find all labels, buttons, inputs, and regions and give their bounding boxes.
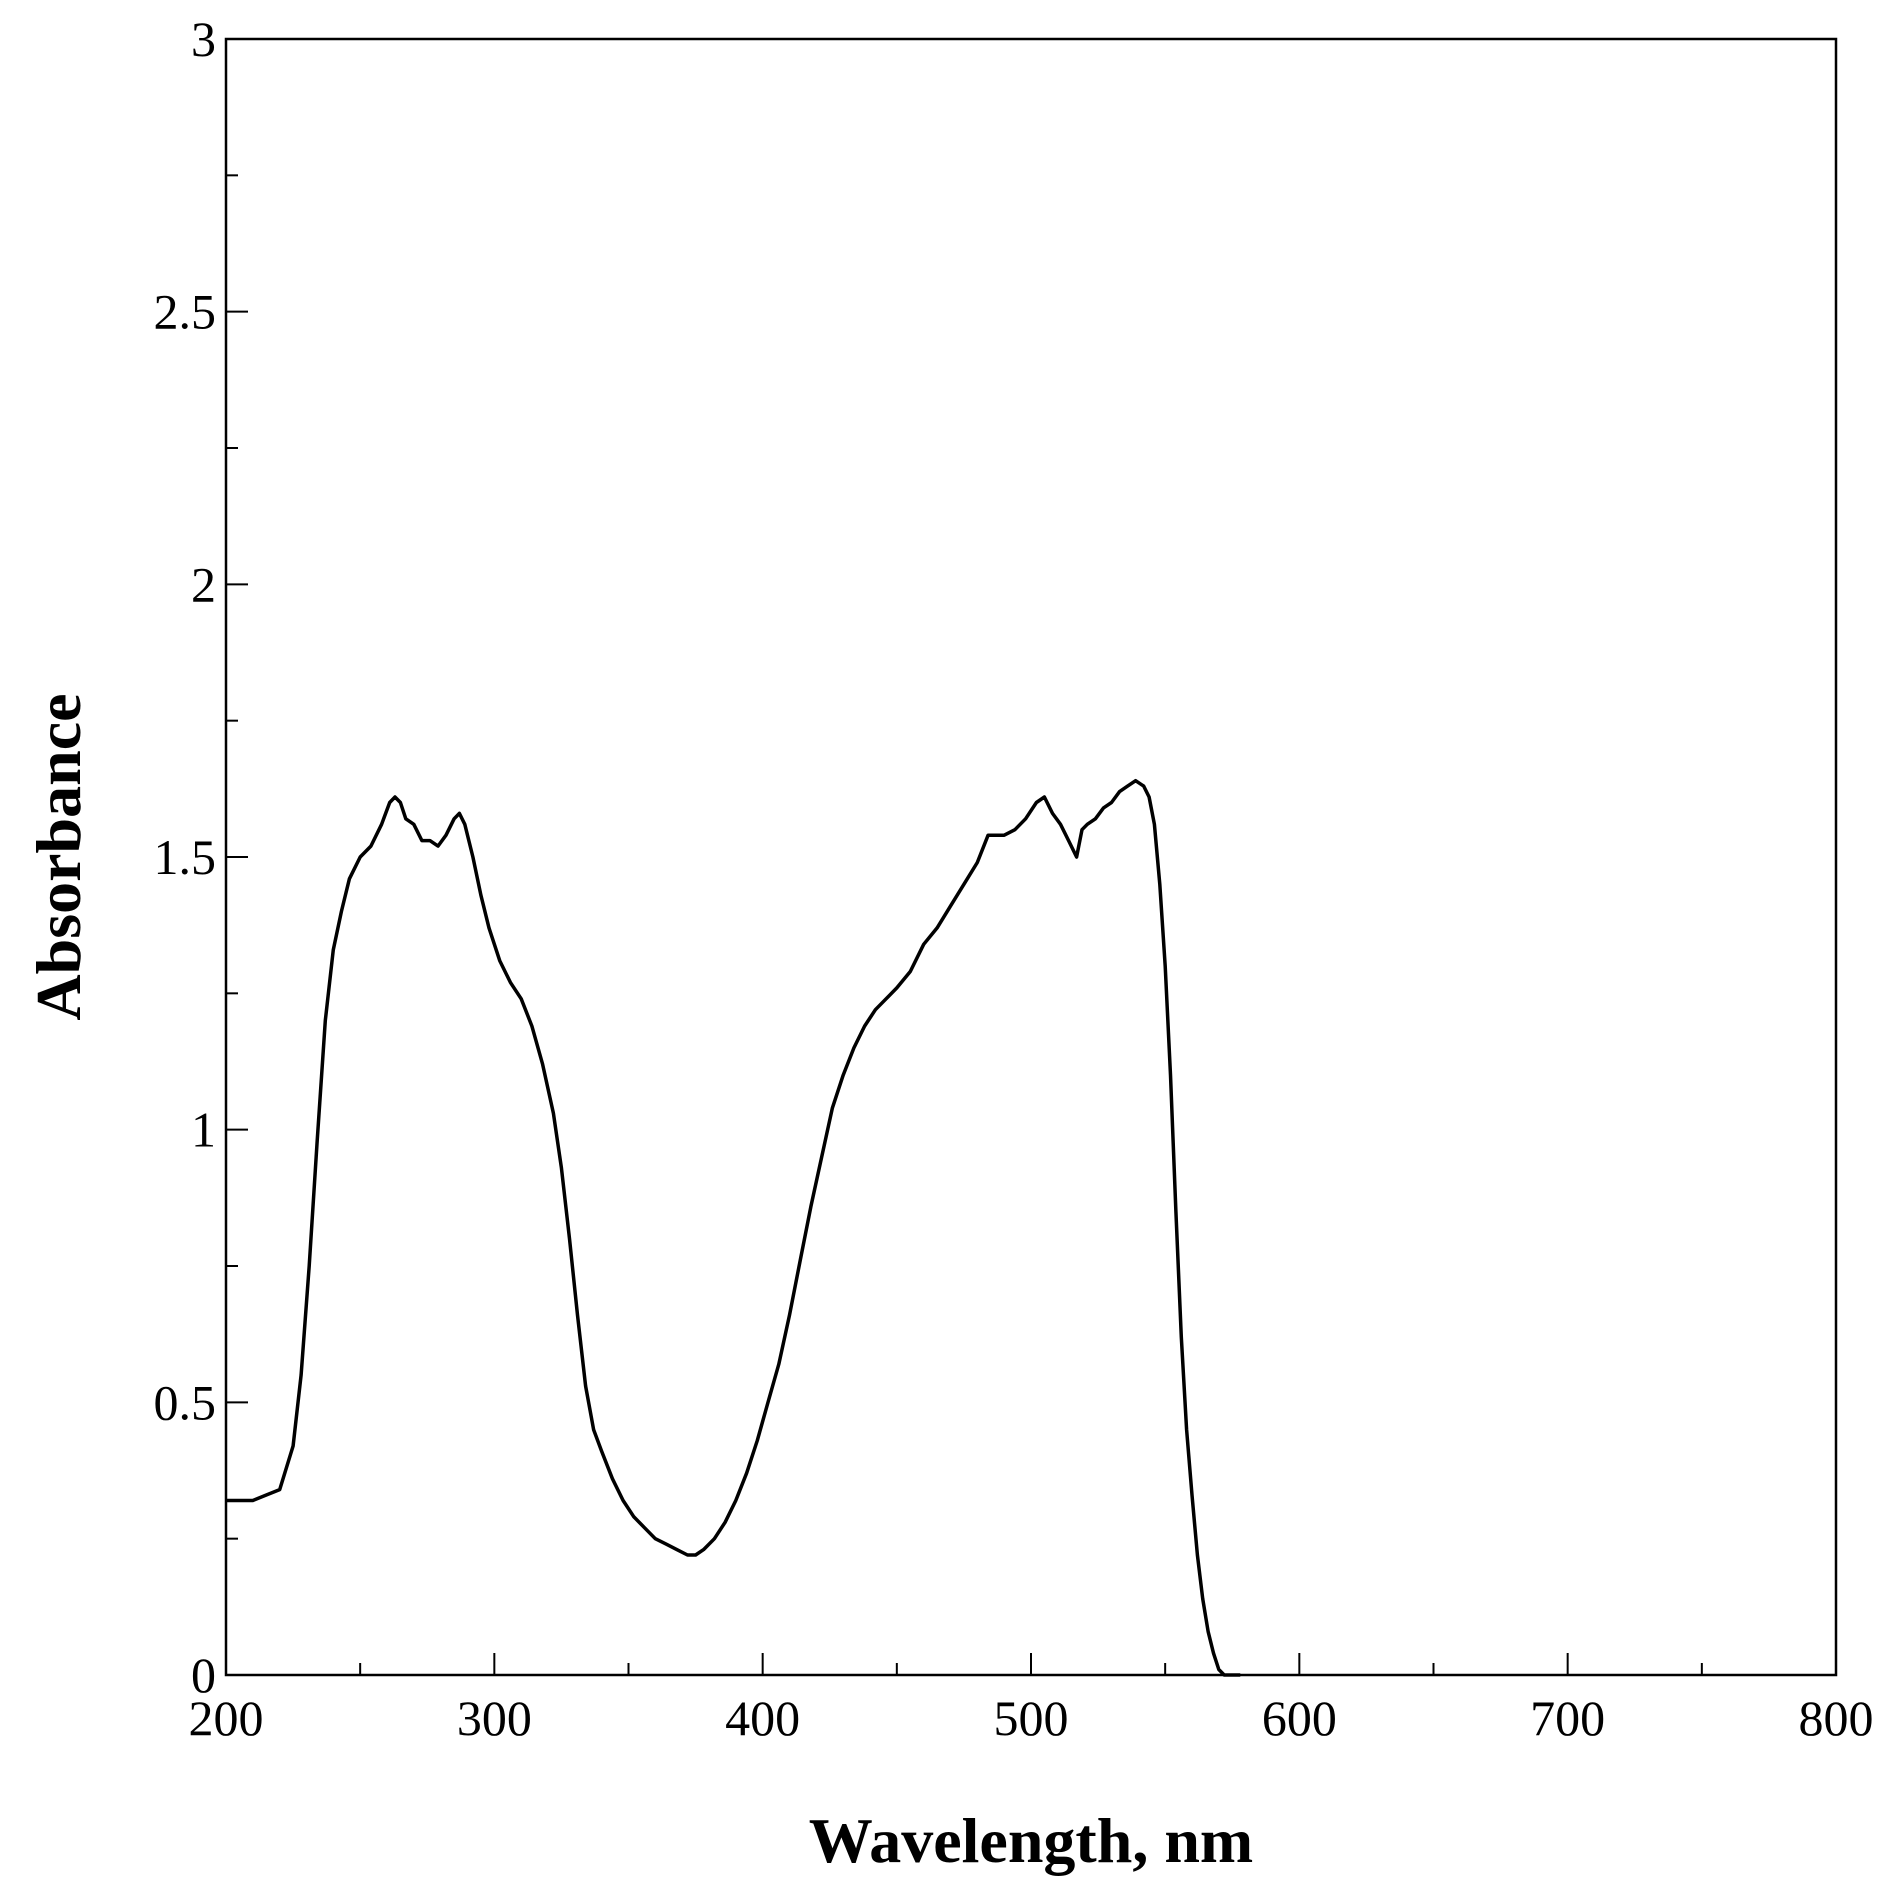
x-tick-label: 600 [1262,1690,1337,1746]
x-tick-label: 400 [725,1690,800,1746]
y-tick-label: 2 [191,556,216,612]
y-tick-label: 1 [191,1102,216,1158]
y-tick-label: 1.5 [154,829,217,885]
y-tick-label: 0 [191,1647,216,1703]
y-tick-label: 2.5 [154,284,217,340]
x-tick-label: 500 [994,1690,1069,1746]
x-axis-title: Wavelength, nm [809,1805,1253,1876]
y-axis-ticks: 0 0.5 1 1.5 2 2.5 3 [154,11,248,1703]
y-tick-label: 0.5 [154,1374,217,1430]
absorbance-spectrum-line [226,778,1241,1677]
plot-frame [224,37,1838,1677]
x-axis-ticks: 200 300 400 500 600 700 800 [189,1653,1874,1746]
x-tick-label: 800 [1799,1690,1874,1746]
y-tick-label: 3 [191,11,216,67]
x-tick-label: 700 [1530,1690,1605,1746]
y-axis-title: Absorbance [23,693,94,1020]
x-tick-label: 300 [457,1690,532,1746]
x-tick-label: 200 [189,1690,264,1746]
